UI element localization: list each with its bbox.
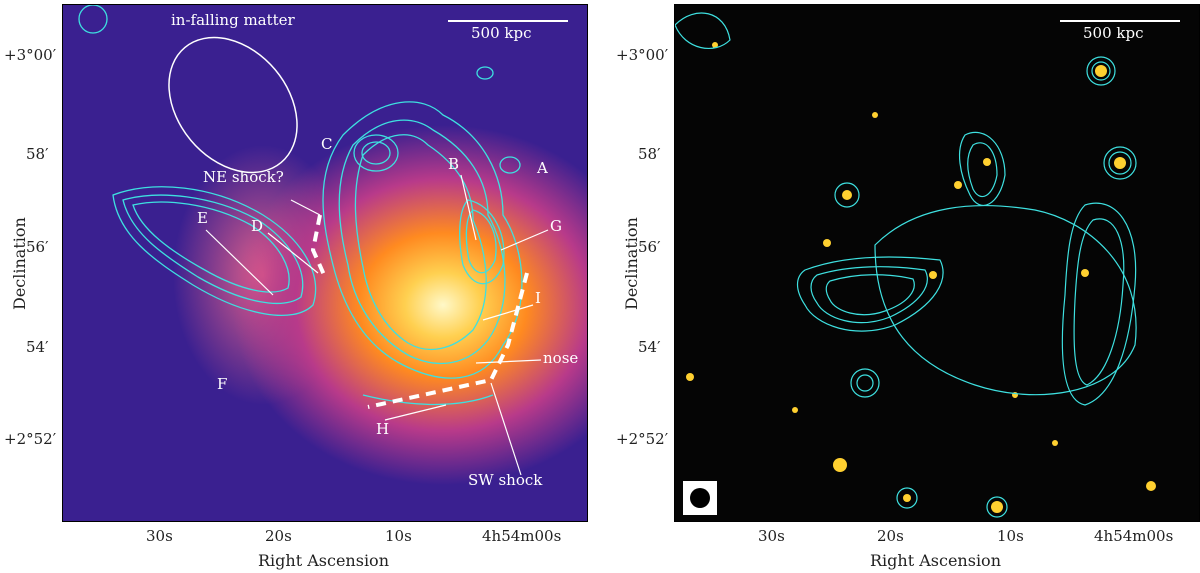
- ytick-left-4: 54′: [26, 338, 49, 356]
- ytick-left-3: 56′: [26, 238, 49, 256]
- ytick-left-5: +2°52′: [4, 430, 57, 448]
- scalebar-label-left: 500 kpc: [471, 24, 532, 42]
- ytick-right-3: 56′: [638, 238, 661, 256]
- xtick-left-3: 10s: [385, 527, 412, 545]
- sw-shock-line: [367, 272, 529, 409]
- label-E: E: [197, 209, 208, 227]
- label-C: C: [321, 135, 333, 153]
- ytick-right-5: +2°52′: [616, 430, 669, 448]
- label-H: H: [376, 420, 390, 438]
- ne-shock-line: [310, 214, 327, 278]
- label-A: A: [537, 159, 548, 177]
- xtick-right-1: 30s: [758, 527, 785, 545]
- xtick-right-4: 4h54m00s: [1094, 527, 1174, 545]
- xray-image-panel: in-falling matter 500 kpc C B A NE shock…: [62, 4, 588, 522]
- radio-contours-left: [78, 5, 523, 406]
- infalling-ellipse: [168, 36, 298, 174]
- optical-image-panel: 500 kpc: [674, 4, 1200, 522]
- xlabel-right: Right Ascension: [870, 551, 1001, 570]
- ylabel-right: Declination: [622, 217, 641, 310]
- beam-ellipse: [690, 488, 710, 508]
- label-sw-shock: SW shock: [468, 471, 543, 489]
- ytick-left-2: 58′: [26, 145, 49, 163]
- left-overlay: [78, 5, 568, 476]
- radio-contours-right: [675, 12, 1137, 518]
- xtick-right-2: 20s: [877, 527, 904, 545]
- ytick-right-4: 54′: [638, 338, 661, 356]
- xtick-left-2: 20s: [265, 527, 292, 545]
- scalebar-label-right: 500 kpc: [1083, 24, 1144, 42]
- right-overlay: [675, 12, 1180, 518]
- ytick-right-2: 58′: [638, 145, 661, 163]
- stars: [686, 42, 1156, 513]
- label-G: G: [550, 217, 562, 235]
- xtick-left-1: 30s: [146, 527, 173, 545]
- xtick-right-3: 10s: [997, 527, 1024, 545]
- label-nose: nose: [543, 349, 579, 367]
- xtick-left-4: 4h54m00s: [482, 527, 562, 545]
- label-infalling: in-falling matter: [171, 11, 295, 29]
- ylabel-left: Declination: [10, 217, 29, 310]
- label-ne-shock: NE shock?: [203, 168, 284, 186]
- ytick-right-1: +3°00′: [616, 46, 669, 64]
- label-I: I: [535, 289, 541, 307]
- xlabel-left: Right Ascension: [258, 551, 389, 570]
- ytick-left-1: +3°00′: [4, 46, 57, 64]
- label-D: D: [251, 217, 264, 235]
- label-F: F: [217, 375, 228, 393]
- label-B: B: [448, 155, 460, 173]
- arrows: [205, 174, 549, 476]
